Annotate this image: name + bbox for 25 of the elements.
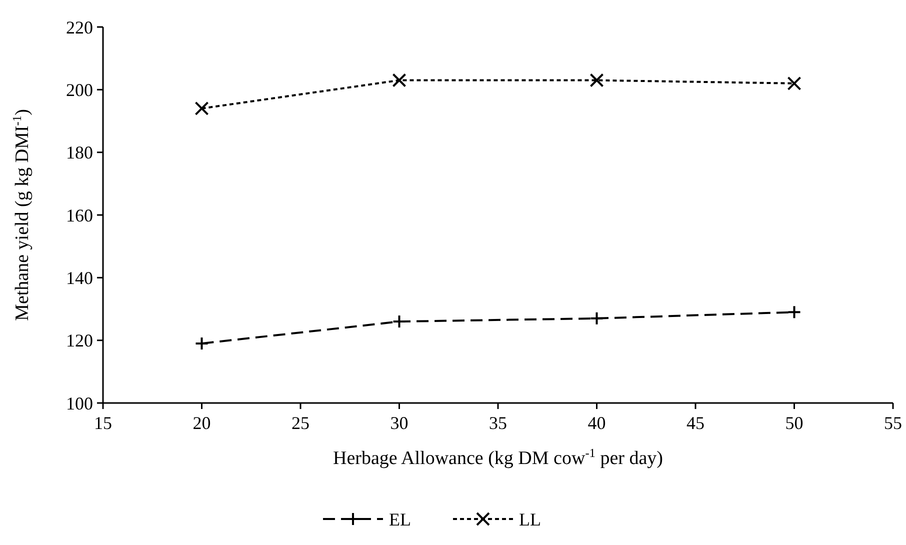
x-axis-title: Herbage Allowance (kg DM cow$^{-1}$ per day) [332, 446, 664, 469]
x-tick-label: 55 [884, 413, 902, 433]
y-tick-label: 160 [66, 205, 93, 226]
y-tick-label: 200 [66, 80, 93, 100]
y-tick-label: 120 [66, 330, 93, 351]
x-tick-label: 15 [94, 413, 112, 433]
point [590, 73, 604, 88]
x-tick-label: 30 [390, 413, 408, 433]
legend-label: EL [389, 509, 411, 530]
point [194, 101, 209, 116]
y-tick-label: 220 [66, 17, 93, 38]
point [590, 311, 604, 326]
x-tick-label: 45 [686, 413, 704, 433]
x-tick-label: 20 [192, 413, 211, 433]
x-tick-label: 40 [588, 413, 606, 433]
point [392, 73, 406, 88]
legend-label: LL [519, 509, 541, 530]
y-tick-label: 100 [66, 393, 93, 414]
y-tick-label: 140 [66, 268, 93, 288]
y-tick-label: 180 [66, 142, 93, 163]
point [787, 76, 802, 90]
x-tick-label: 50 [785, 413, 804, 433]
x-tick-label: 35 [489, 413, 507, 433]
x-tick-label: 25 [292, 413, 310, 433]
point [787, 305, 802, 320]
